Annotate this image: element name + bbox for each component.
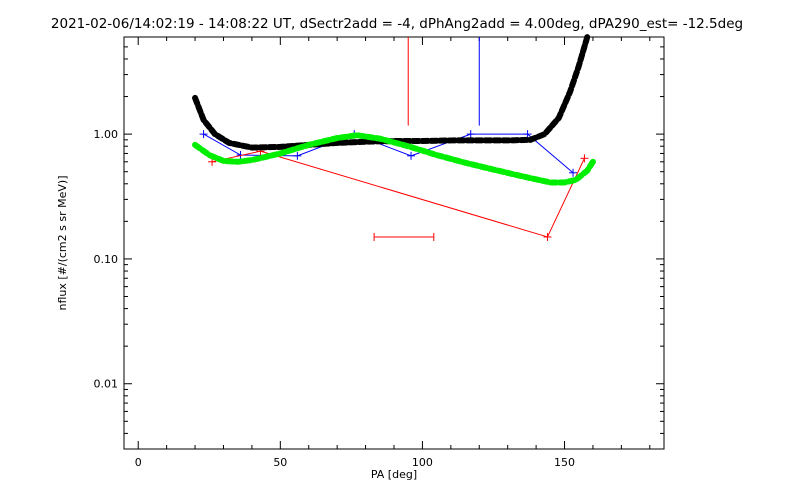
series-3 xyxy=(192,132,596,186)
series-curve xyxy=(192,132,596,186)
y-axis-label: nflux [#/(cm2 s sr MeV)] xyxy=(56,176,69,311)
x-tick-label: 50 xyxy=(273,456,287,469)
x-axis-label: PA [deg] xyxy=(371,468,417,481)
x-tick-label: 150 xyxy=(554,456,575,469)
series-0 xyxy=(199,37,578,177)
x-tick-label: 0 xyxy=(135,456,142,469)
y-tick-label: 0.10 xyxy=(94,253,119,266)
series-1 xyxy=(208,37,589,241)
chart-title: 2021-02-06/14:02:19 - 14:08:22 UT, dSect… xyxy=(51,16,743,32)
axis-ticks: 0 50 100 150 0.01 0.10 1.00 xyxy=(94,36,664,469)
plot-frame xyxy=(123,36,665,450)
series-layer xyxy=(192,34,596,241)
y-tick-label: 1.00 xyxy=(94,128,119,141)
series-curve xyxy=(192,34,591,151)
series-line xyxy=(203,133,574,174)
x-tick-label: 100 xyxy=(412,456,433,469)
series-line xyxy=(211,150,585,238)
y-tick-label: 0.01 xyxy=(94,378,119,391)
series-2 xyxy=(192,34,591,151)
